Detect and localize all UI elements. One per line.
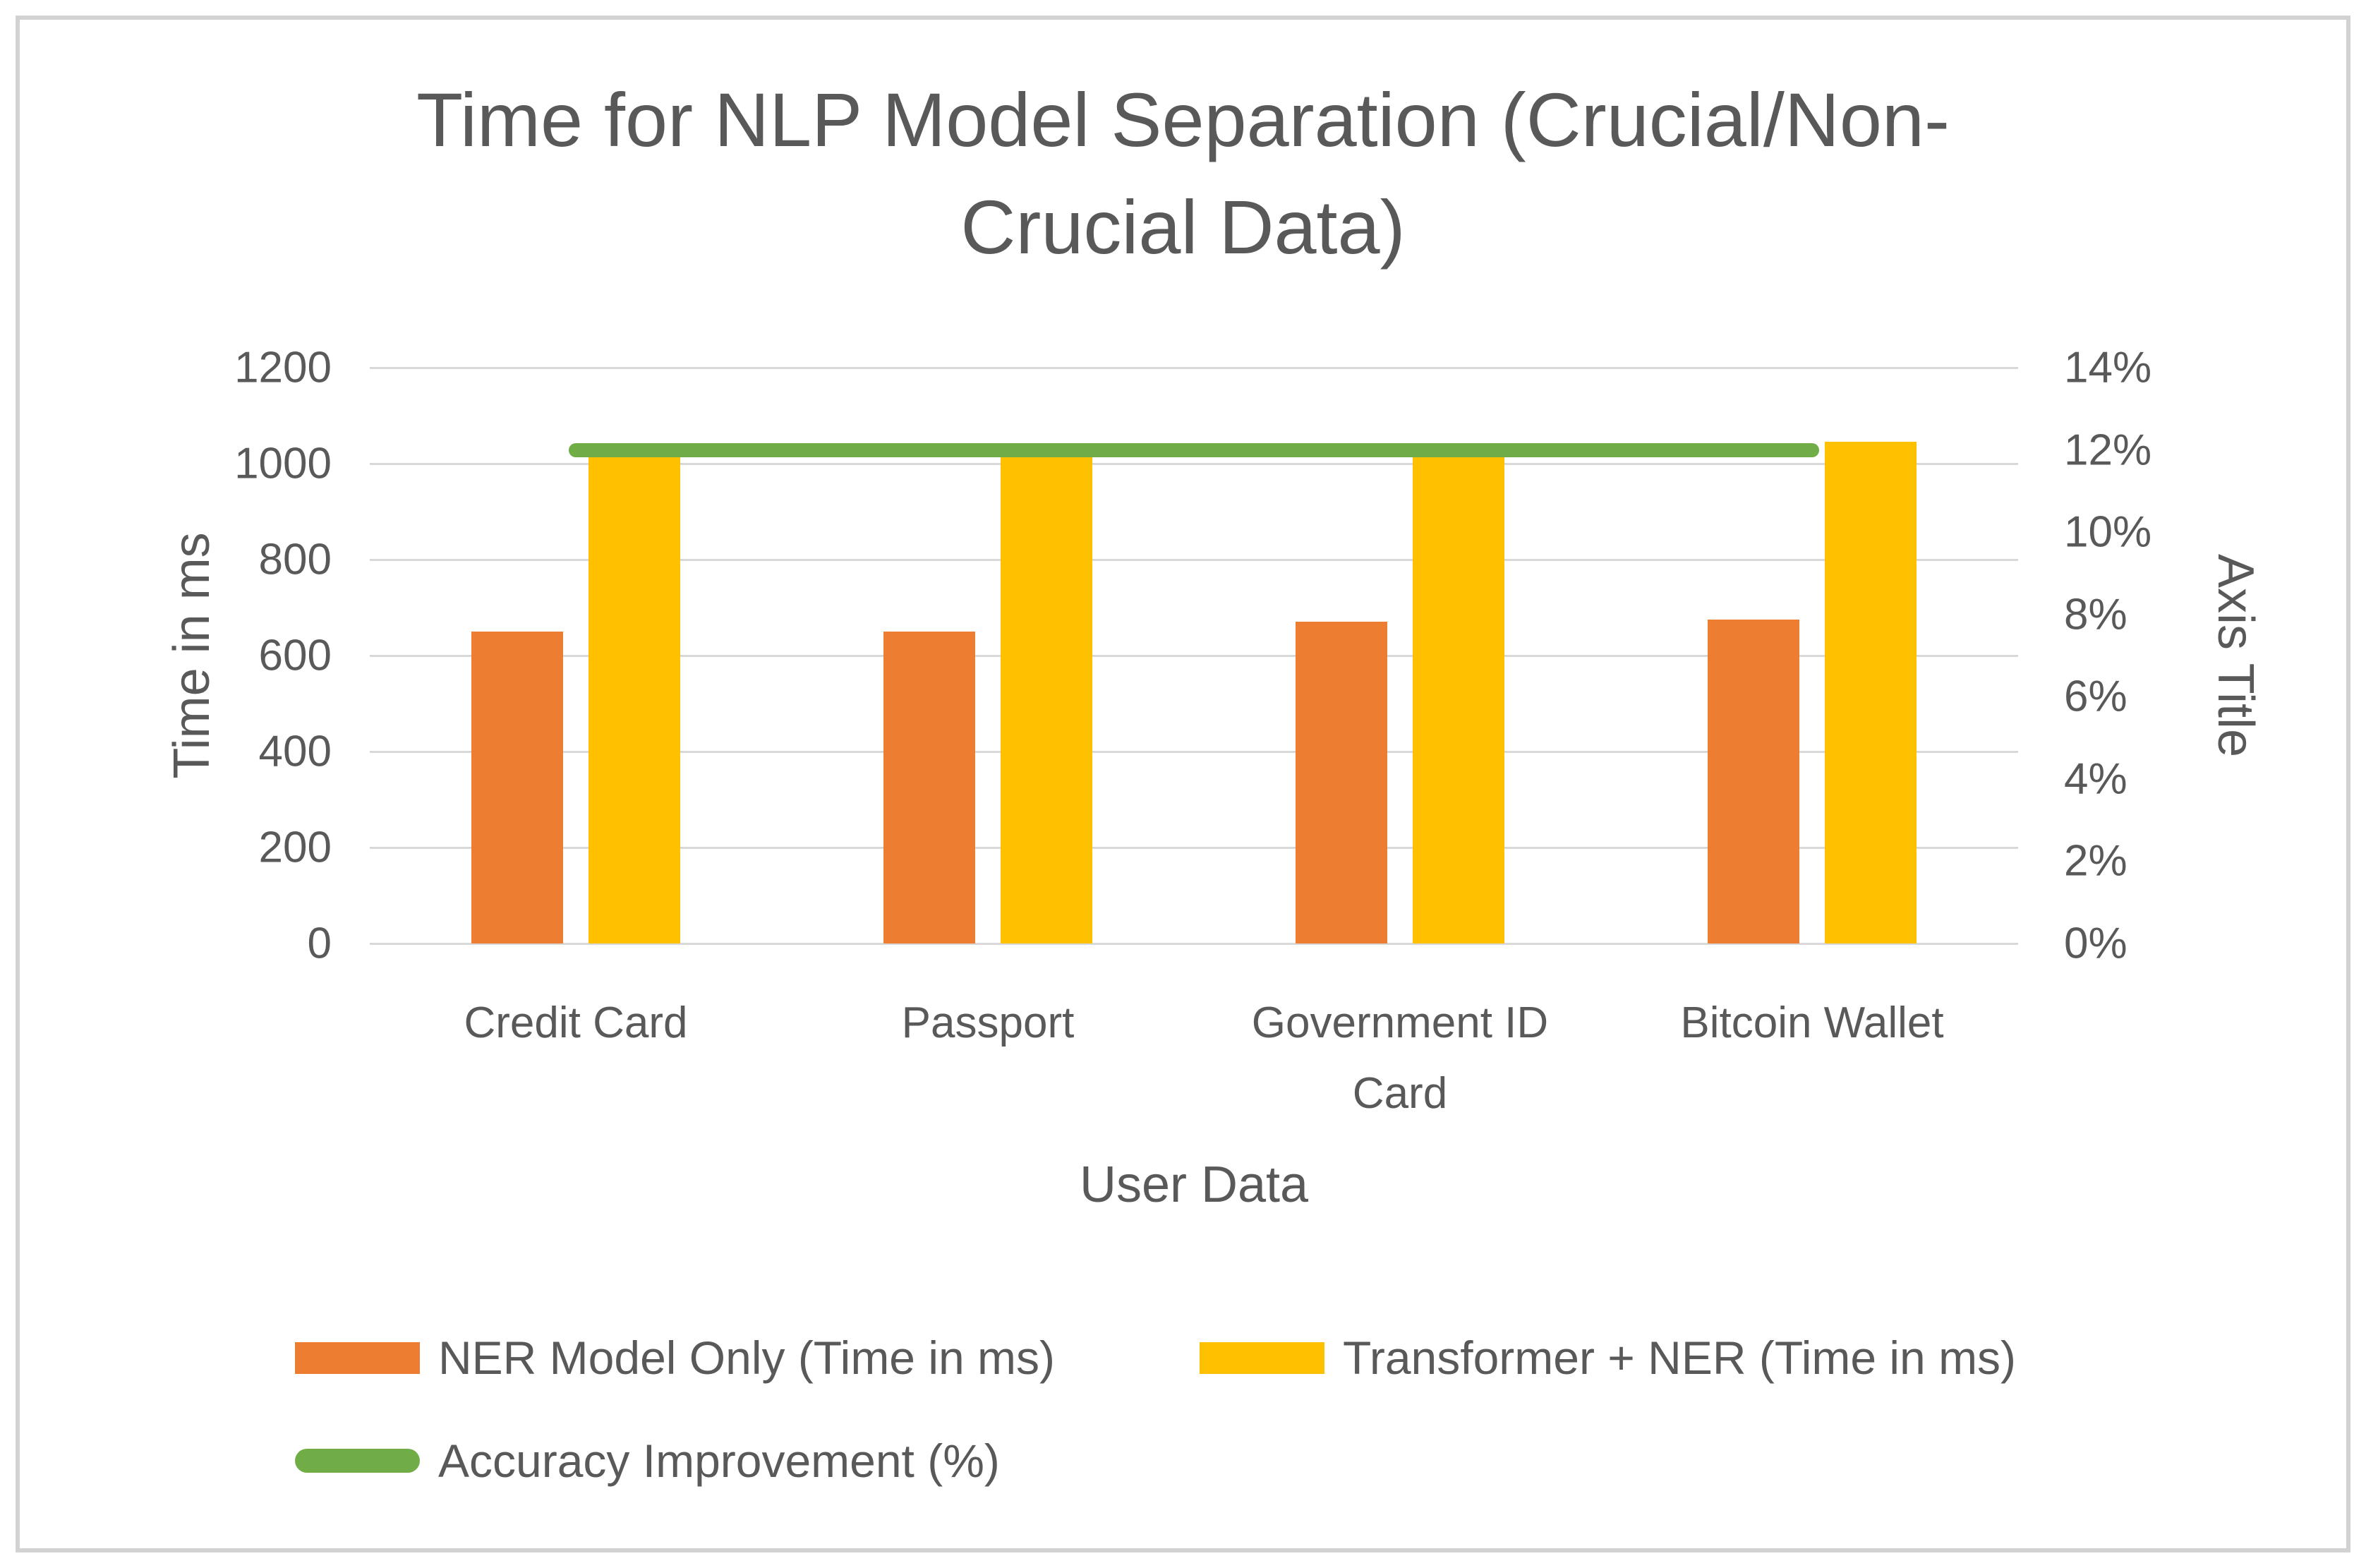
ner-model-only-time-in-ms-bar-credit-card xyxy=(471,632,563,943)
ner-model-only-time-in-ms-bar-government-id-card xyxy=(1296,622,1387,943)
accuracy-improvement-line xyxy=(569,442,1819,457)
gridline xyxy=(370,943,2018,945)
chart-title: Time for NLP Model Separation (Crucial/N… xyxy=(0,66,2366,281)
legend-label: Accuracy Improvement (%) xyxy=(438,1435,1000,1487)
x-axis-category-label-passport: Passport xyxy=(901,999,1075,1047)
left-axis-tick: 1200 xyxy=(234,343,332,392)
left-axis-tick: 200 xyxy=(258,823,332,872)
left-axis-tick: 800 xyxy=(258,535,332,584)
gridline xyxy=(370,559,2018,561)
plot-area xyxy=(370,367,2018,945)
chart-border-frame xyxy=(16,16,2350,1552)
ner-model-only-time-in-ms-bar-bitcoin-wallet xyxy=(1708,620,1799,943)
right-axis-tick: 4% xyxy=(2064,754,2127,804)
legend-item-accuracy-improvement: Accuracy Improvement (%) xyxy=(295,1433,1000,1489)
right-axis-tick: 6% xyxy=(2064,672,2127,721)
left-axis-tick: 1000 xyxy=(234,439,332,488)
right-axis-tick: 14% xyxy=(2064,343,2152,392)
x-axis-category-label-credit-card: Credit Card xyxy=(464,999,688,1047)
gridline xyxy=(370,655,2018,657)
legend-item-transformer-ner-time-in-ms: Transformer + NER (Time in ms) xyxy=(1200,1329,2016,1386)
x-axis-title: User Data xyxy=(1079,1157,1309,1213)
right-axis-tick: 8% xyxy=(2064,590,2127,639)
right-axis-tick: 2% xyxy=(2064,836,2127,886)
gridline xyxy=(370,847,2018,849)
legend-line-swatch-accuracy-improvement xyxy=(295,1449,420,1473)
gridline xyxy=(370,367,2018,369)
right-axis-tick: 12% xyxy=(2064,426,2152,475)
chart-title-line-2: Crucial Data) xyxy=(960,184,1406,270)
gridline xyxy=(370,463,2018,465)
gridline xyxy=(370,751,2018,753)
legend-label: Transformer + NER (Time in ms) xyxy=(1343,1332,2017,1384)
right-axis-tick: 0% xyxy=(2064,919,2127,968)
legend-label: NER Model Only (Time in ms) xyxy=(438,1332,1056,1384)
transformer-ner-time-in-ms-bar-credit-card xyxy=(589,456,680,943)
left-axis-tick: 0 xyxy=(307,919,332,968)
ner-model-only-time-in-ms-bar-passport xyxy=(883,632,975,943)
x-axis-category-label-bitcoin-wallet: Bitcoin Wallet xyxy=(1680,999,1944,1047)
x-axis-category-label-government-id-card: Government ID Card xyxy=(1251,999,1549,1118)
right-axis-tick: 10% xyxy=(2064,507,2152,557)
legend-item-ner-model-only-time-in-ms: NER Model Only (Time in ms) xyxy=(295,1329,1055,1386)
right-axis-title: Axis Title xyxy=(2207,553,2264,758)
left-axis-tick: 600 xyxy=(258,631,332,680)
chart-title-line-1: Time for NLP Model Separation (Crucial/N… xyxy=(416,77,1950,162)
transformer-ner-time-in-ms-bar-government-id-card xyxy=(1413,456,1504,943)
transformer-ner-time-in-ms-bar-bitcoin-wallet xyxy=(1825,442,1917,943)
legend-bar-swatch-transformer-ner-time-in-ms xyxy=(1200,1341,1324,1374)
legend-bar-swatch-ner-model-only-time-in-ms xyxy=(295,1341,420,1374)
left-axis-tick: 400 xyxy=(258,727,332,776)
transformer-ner-time-in-ms-bar-passport xyxy=(1001,456,1092,943)
